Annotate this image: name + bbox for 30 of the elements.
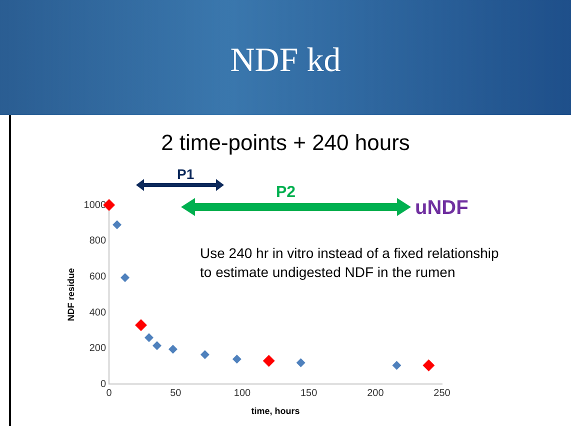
x-axis-title: time, hours — [251, 406, 300, 416]
x-tick-label: 200 — [367, 388, 384, 399]
text: P1 — [177, 166, 194, 182]
y-tick-label: 200 — [89, 343, 106, 354]
point — [262, 354, 275, 367]
chart-subtitle: 2 time-points + 240 hours — [160, 130, 411, 156]
point — [232, 354, 242, 364]
point — [135, 319, 148, 332]
text: P2 — [276, 184, 296, 202]
point — [168, 344, 178, 354]
annotation: uNDF — [415, 197, 468, 220]
x-tick-label: 50 — [170, 388, 182, 399]
x-tick-label: 250 — [434, 388, 451, 399]
y-tick-label: 0 — [100, 378, 106, 390]
point — [152, 341, 162, 350]
point — [392, 360, 402, 370]
x-tick-label: 100 — [234, 388, 252, 399]
y-tick-label: 600 — [89, 271, 106, 282]
chart-title: NDF kd — [229, 42, 342, 80]
y-tick-label: 800 — [89, 236, 106, 247]
point — [112, 220, 122, 230]
point — [200, 350, 210, 360]
annotation: Use 240 hr in vitro instead of a fixed relationship to estimate undigested NDF in the rumen — [200, 244, 500, 282]
y-axis-title: NDF residue — [66, 268, 76, 322]
point — [296, 358, 306, 368]
point — [120, 273, 130, 282]
point — [422, 359, 435, 372]
x-tick-label: 150 — [300, 388, 318, 399]
y-tick-label: 400 — [89, 307, 106, 318]
point — [144, 333, 154, 342]
